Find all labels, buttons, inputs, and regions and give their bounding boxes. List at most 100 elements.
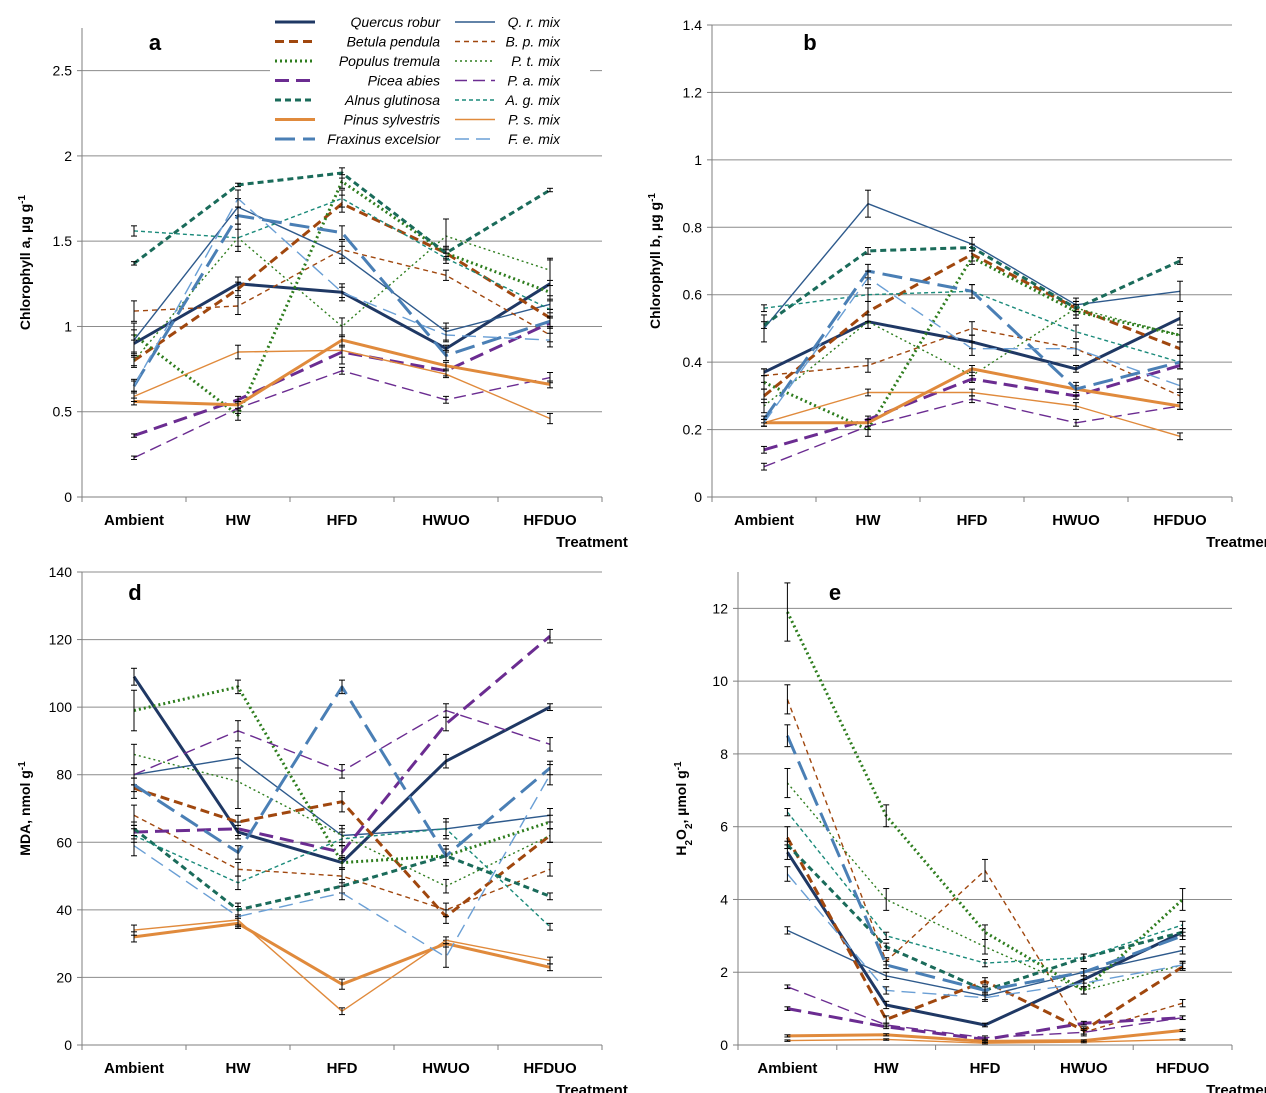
panel-e-ytick-label: 0 [720,1037,728,1053]
panel-a-xtick-label: Ambient [104,512,164,529]
panel-b-xtick-label: HWUO [1052,512,1100,529]
panel-d-ytick-label: 140 [49,564,73,580]
panel-e-ytick-label: 8 [720,746,728,762]
panel-a-series-a-g-mix [133,197,551,311]
panel-a-ylabel-main: Chlorophyll a, µg g [17,204,33,330]
panel-e-ytick-label: 12 [712,600,728,616]
legend-label: A. g. mix [505,92,561,108]
panel-a-xtick-label: HW [226,512,252,529]
legend-label: Betula pendula [347,34,441,50]
legend-label: Populus tremula [339,53,440,69]
panel-d-xtick-label: Ambient [104,1060,164,1077]
panel-d-xtick-label: HWUO [422,1060,470,1077]
legend-label: Pinus sylvestris [344,112,440,128]
panel-d-ytick-label: 0 [64,1037,72,1053]
legend-label: Alnus glutinosa [344,92,440,108]
panel-d-ytick-label: 60 [56,834,72,850]
panel-a-ytick-label: 1.5 [53,233,73,249]
panel-b-series-q-r-mix [763,202,1181,329]
panel-e-ylabel-part: H [673,845,689,855]
panel-d-series-p-t-mix [133,753,551,887]
panel-e-ylabel-part: -1 [673,761,684,770]
panel-e-xtick-label: HW [874,1060,900,1077]
panel-b-ytick-label: 0.4 [683,354,703,370]
legend-label: P. a. mix [507,73,561,89]
panel-d-series-pinus-sylvestris [133,921,551,986]
legend-label: P. s. mix [508,112,561,128]
panel-a-xtick-label: HFD [327,512,358,529]
panel-d-xtick-label: HW [226,1060,252,1077]
panel-b-ytick-label: 0.6 [683,287,703,303]
panel-a-ylabel-sup: -1 [17,194,28,203]
panel-e-ylabel: H2O2, µmol g-1 [673,761,695,856]
panel-d-xtick-label: HFDUO [523,1060,577,1077]
legend-label: Fraxinus excelsior [327,131,441,147]
panel-a-ytick-label: 2 [64,148,72,164]
panel-b-xlabel: Treatment [1206,534,1266,551]
panel-d-ylabel: MDA, nmol g-1 [17,761,34,856]
panel-b-panel-label: b [803,30,816,55]
legend-label: Quercus robur [351,14,442,30]
panel-e-ylabel-part: 2 [684,839,695,845]
panel-e-ylabel-part: 2 [684,823,695,829]
panel-e-ylabel-part: O [673,829,689,840]
panel-e-ytick-label: 6 [720,819,728,835]
panel-b-ytick-label: 1.2 [683,84,703,100]
legend-label: Q. r. mix [508,14,561,30]
panel-a-xlabel: Treatment [556,534,628,551]
panel-d-ylabel-sup: -1 [17,761,28,770]
panel-a-series-p-t-mix [133,235,551,362]
panel-e-ytick-label: 10 [712,673,728,689]
panel-b-xtick-label: HFD [957,512,988,529]
legend-label: B. p. mix [506,34,561,50]
panel-d-ytick-label: 100 [49,699,73,715]
panel-a-panel-label: a [149,30,162,55]
panel-a-ytick-label: 1 [64,318,72,334]
panel-a-ytick-label: 0.5 [53,404,73,420]
panel-d-ytick-label: 40 [56,902,72,918]
legend-label: P. t. mix [511,53,561,69]
panel-d-series-alnus-glutinosa [133,827,551,912]
panel-a-ytick-label: 2.5 [53,63,73,79]
panel-b-ytick-label: 1.4 [683,17,703,33]
panel-e-ylabel-part: , µmol g [673,770,689,823]
panel-e-xlabel: Treatment [1206,1082,1266,1093]
panel-b-xtick-label: HW [856,512,882,529]
panel-b-ylabel-main: Chlorophyll b, µg g [647,202,663,329]
panel-b-ytick-label: 0.2 [683,422,703,438]
panel-e-xtick-label: Ambient [757,1060,817,1077]
panel-e-series-populus-tremula [786,611,1184,992]
panel-b-ylabel-sup: -1 [647,193,658,202]
panel-a-xtick-label: HFDUO [523,512,577,529]
panel-e-xtick-label: HFD [970,1060,1001,1077]
panel-b-ytick-label: 1 [694,152,702,168]
panel-a-ylabel: Chlorophyll a, µg g-1 [17,194,34,330]
panel-d-ytick-label: 20 [56,969,72,985]
panel-d-xtick-label: HFD [327,1060,358,1077]
legend-box [270,12,590,150]
panel-a-ytick-label: 0 [64,489,72,505]
panel-b-xtick-label: Ambient [734,512,794,529]
panel-b-ylabel: Chlorophyll b, µg g-1 [647,193,664,329]
panel-a-series-picea-abies [133,321,551,438]
panel-e-xtick-label: HFDUO [1156,1060,1210,1077]
panel-a-series-b-p-mix [133,248,551,336]
legend-label: Picea abies [368,73,440,89]
panel-d-xlabel: Treatment [556,1082,628,1093]
panel-e-xtick-label: HWUO [1060,1060,1108,1077]
panel-a-xtick-label: HWUO [422,512,470,529]
panel-b-xtick-label: HFDUO [1153,512,1207,529]
panel-b-ytick-label: 0 [694,489,702,505]
panel-d-panel-label: d [128,580,141,605]
panel-e-series-alnus-glutinosa [786,843,1183,992]
panel-e-series-p-t-mix [786,782,1183,992]
panel-b-ytick-label: 0.8 [683,219,703,235]
panel-e-series-f-e-mix [786,873,1183,999]
panel-d-ytick-label: 80 [56,767,72,783]
panel-d-ylabel-main: MDA, nmol g [17,770,33,856]
panel-e-ytick-label: 2 [720,964,728,980]
panel-d-ytick-label: 120 [49,632,73,648]
legend-label: F. e. mix [508,131,561,147]
panel-d-series-p-s-mix [133,919,551,1012]
